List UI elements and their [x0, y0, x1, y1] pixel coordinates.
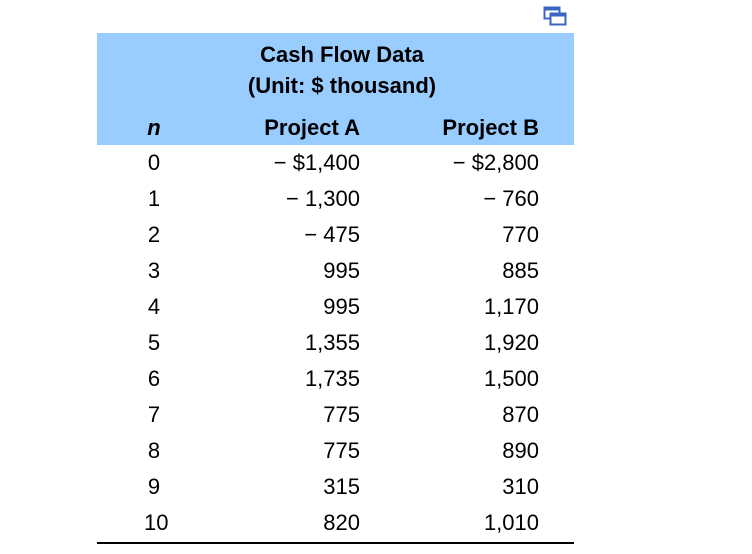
column-header-project-b: Project B: [442, 115, 539, 140]
table-row: 5 1,355 1,920: [97, 325, 574, 361]
table-bottom-rule: [97, 542, 574, 544]
table-header: Cash Flow Data (Unit: $ thousand) n Proj…: [97, 33, 574, 145]
cell-project-b: 1,010: [483, 510, 539, 535]
cell-project-a: − $1,400: [273, 150, 360, 175]
cell-project-b: − 760: [483, 186, 539, 211]
cell-project-a: 995: [323, 294, 360, 319]
column-header-n: n: [147, 115, 161, 140]
column-header-project-a: Project A: [264, 115, 360, 140]
cell-project-a: 995: [323, 258, 360, 283]
cell-project-b: 1,500: [483, 366, 539, 391]
cell-project-a: 775: [323, 438, 360, 463]
cell-n: 2: [147, 222, 161, 247]
table-row: 2 − 475 770: [97, 217, 574, 253]
cell-n: 9: [147, 474, 161, 499]
cell-project-b: 310: [502, 474, 539, 499]
cell-project-b: 870: [502, 402, 539, 427]
cell-n: 10: [144, 510, 169, 535]
cell-project-b: 890: [502, 438, 539, 463]
cell-project-b: 1,920: [483, 330, 539, 355]
cell-project-b: 885: [502, 258, 539, 283]
table-row: 3 995 885: [97, 253, 574, 289]
cell-project-a: − 1,300: [285, 186, 360, 211]
cell-project-b: − $2,800: [452, 150, 539, 175]
table-row: 6 1,735 1,500: [97, 361, 574, 397]
cash-flow-table: Cash Flow Data (Unit: $ thousand) n Proj…: [97, 33, 574, 544]
cell-project-a: − 475: [304, 222, 360, 247]
cell-project-b: 770: [502, 222, 539, 247]
table-row: 9 315 310: [97, 469, 574, 505]
table-row: 1 − 1,300 − 760: [97, 181, 574, 217]
table-row: 8 775 890: [97, 433, 574, 469]
cell-n: 8: [147, 438, 161, 463]
table-row: 0 − $1,400 − $2,800: [97, 145, 574, 181]
cell-n: 4: [147, 294, 161, 319]
cell-project-a: 1,355: [304, 330, 360, 355]
table-unit: (Unit: $ thousand): [247, 73, 437, 98]
table-row: 4 995 1,170: [97, 289, 574, 325]
copy-icon[interactable]: [543, 6, 567, 26]
cell-project-a: 775: [323, 402, 360, 427]
table-body: 0 − $1,400 − $2,800 1 − 1,300 − 760 2 − …: [97, 145, 574, 541]
cell-project-a: 820: [323, 510, 360, 535]
table-row: 10 820 1,010: [97, 505, 574, 541]
table-row: 7 775 870: [97, 397, 574, 433]
table-title: Cash Flow Data: [260, 42, 424, 67]
cell-project-b: 1,170: [483, 294, 539, 319]
cell-n: 6: [147, 366, 161, 391]
cell-n: 7: [147, 402, 161, 427]
cell-n: 1: [147, 186, 161, 211]
cell-project-a: 315: [323, 474, 360, 499]
cell-project-a: 1,735: [304, 366, 360, 391]
cell-n: 0: [147, 150, 161, 175]
cell-n: 5: [147, 330, 161, 355]
cell-n: 3: [147, 258, 161, 283]
